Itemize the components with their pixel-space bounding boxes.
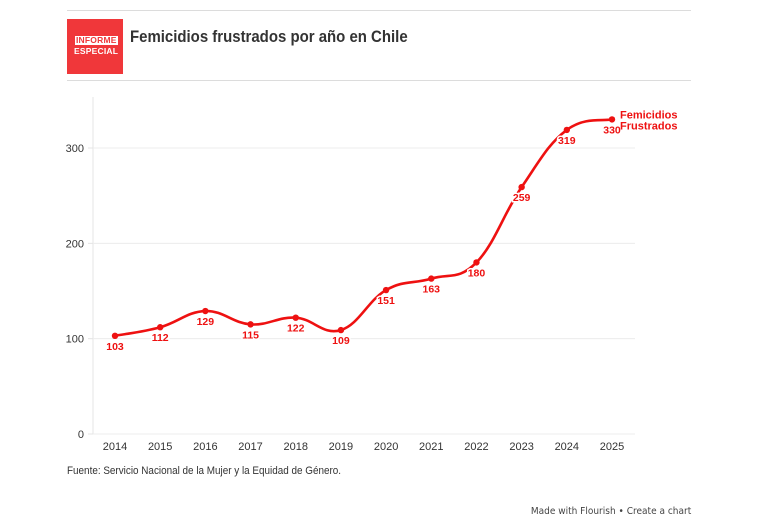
x-tick-label: 2023 xyxy=(509,441,533,453)
made-with-flourish-link[interactable]: Made with Flourish xyxy=(530,506,616,517)
x-axis-ticks: 2014 2015 2016 2017 2018 2019 2020 2021 2022 2023… xyxy=(103,441,624,453)
x-tick-label: 2016 xyxy=(193,441,217,453)
data-label-2025: 330 xyxy=(603,124,621,136)
data-point-2019 xyxy=(337,326,345,334)
create-chart-link[interactable]: Create a chart xyxy=(626,506,691,517)
data-point-2022 xyxy=(473,259,480,266)
data-point-2023 xyxy=(518,183,525,191)
data-label-2023: 259 xyxy=(513,192,531,204)
x-tick-label: 2020 xyxy=(374,441,398,453)
data-point-2014 xyxy=(111,332,119,340)
chart-title: Femicidios frustrados por año en Chile xyxy=(130,27,408,46)
footer-separator: • xyxy=(618,506,624,517)
data-label-2024: 319 xyxy=(558,135,576,147)
data-point-2020 xyxy=(382,286,390,294)
data-label-2018: 122 xyxy=(287,323,305,335)
logo-line-2: ESPECIAL xyxy=(74,46,119,56)
gridlines xyxy=(88,97,635,435)
y-axis-ticks: 0 100 200 300 xyxy=(66,143,84,441)
data-label-2021: 163 xyxy=(423,284,441,296)
data-point-2016 xyxy=(202,307,209,315)
data-point-2017 xyxy=(247,321,254,328)
data-labels: 103 112 129 115 122 109 151 163 180 259 319 330 xyxy=(105,123,623,354)
x-tick-label: 2021 xyxy=(419,441,443,453)
header-rule xyxy=(67,80,691,81)
x-tick-label: 2022 xyxy=(464,441,488,453)
data-label-2020: 151 xyxy=(377,295,395,307)
informe-especial-logo: INFORME ESPECIAL xyxy=(67,19,123,74)
data-point-2015 xyxy=(156,324,164,331)
x-tick-label: 2018 xyxy=(283,441,307,453)
y-tick-label: 0 xyxy=(78,429,84,441)
top-rule xyxy=(67,10,691,11)
data-point-2024 xyxy=(563,126,571,134)
data-point-2025 xyxy=(608,116,616,123)
flourish-footer: Made with Flourish • Create a chart xyxy=(531,506,691,517)
series-name-line: Frustrados xyxy=(620,120,677,132)
data-label-2019: 109 xyxy=(332,335,350,347)
data-label-2015: 112 xyxy=(152,332,169,344)
series-line-femicidios-frustrados xyxy=(113,118,614,338)
logo-line-1: INFORME xyxy=(75,35,118,45)
data-label-2014: 103 xyxy=(106,341,124,353)
x-tick-label: 2015 xyxy=(148,441,172,453)
y-tick-label: 100 xyxy=(66,334,84,346)
x-tick-label: 2017 xyxy=(238,441,262,453)
source-note: Fuente: Servicio Nacional de la Mujer y … xyxy=(67,465,342,477)
y-tick-label: 200 xyxy=(66,238,84,250)
data-points xyxy=(111,116,616,340)
y-tick-label: 300 xyxy=(66,143,84,155)
x-tick-label: 2014 xyxy=(103,441,127,453)
data-label-2022: 180 xyxy=(468,267,486,279)
x-tick-label: 2024 xyxy=(555,441,579,453)
series-name-line: Femicidios xyxy=(620,109,677,121)
data-point-2021 xyxy=(428,275,435,282)
data-point-2018 xyxy=(292,314,299,321)
data-label-2016: 129 xyxy=(197,316,215,328)
x-tick-label: 2025 xyxy=(600,441,624,453)
x-tick-label: 2019 xyxy=(329,441,353,453)
data-label-2017: 115 xyxy=(242,329,259,341)
